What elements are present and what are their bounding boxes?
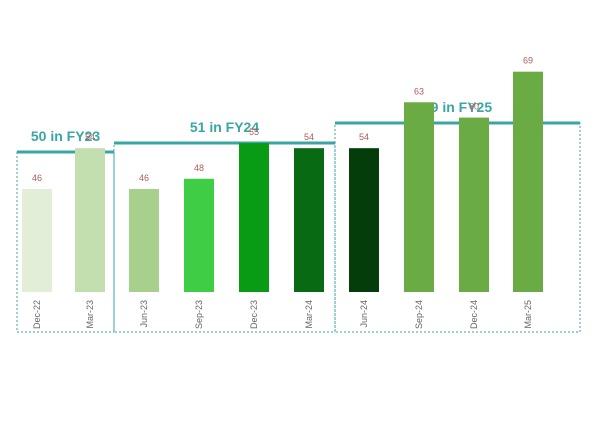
x-tick-label: Mar-24 <box>304 300 314 329</box>
bar <box>294 148 324 292</box>
bar <box>75 148 105 292</box>
bar <box>239 143 269 292</box>
x-tick-label: Mar-25 <box>523 300 533 329</box>
data-label: 46 <box>32 173 42 183</box>
data-label: 69 <box>523 56 533 66</box>
bars <box>22 71 543 293</box>
x-tick-label: Jun-24 <box>359 300 369 328</box>
bar <box>513 71 543 293</box>
data-label: 54 <box>359 132 369 142</box>
group-frame <box>113 142 336 333</box>
data-label: 46 <box>139 173 149 183</box>
group-boxes: 50 in FY23 51 in FY24 59 in FY25 <box>16 99 581 333</box>
data-label: 54 <box>304 132 314 142</box>
group-title: 50 in FY23 <box>31 128 100 144</box>
data-labels: 46 54 46 48 55 54 54 63 60 69 <box>32 56 533 183</box>
group-title: 59 in FY25 <box>423 99 492 115</box>
bar <box>404 102 434 292</box>
data-label: 48 <box>194 163 204 173</box>
bar <box>459 117 489 292</box>
x-tick-label: Dec-24 <box>469 300 479 329</box>
group-frame <box>16 151 115 333</box>
x-tick-label: Dec-23 <box>249 300 259 329</box>
x-tick-label: Dec-22 <box>32 300 42 329</box>
bar <box>22 188 52 292</box>
bar <box>184 178 214 292</box>
x-tick-label: Jun-23 <box>139 300 149 328</box>
bar <box>349 148 379 292</box>
x-tick-label: Sep-24 <box>414 300 424 329</box>
data-label: 60 <box>469 102 479 112</box>
group-frame <box>334 122 581 333</box>
data-label: 54 <box>85 132 95 142</box>
data-label: 55 <box>249 127 259 137</box>
x-tick-label: Mar-23 <box>85 300 95 329</box>
x-tick-label: Sep-23 <box>194 300 204 329</box>
tick-labels: Dec-22 Mar-23 Jun-23 Sep-23 Dec-23 Mar-24 Jun-… <box>32 300 533 329</box>
data-label: 63 <box>414 86 424 96</box>
bar <box>129 188 159 292</box>
group-title: 51 in FY24 <box>190 119 259 135</box>
